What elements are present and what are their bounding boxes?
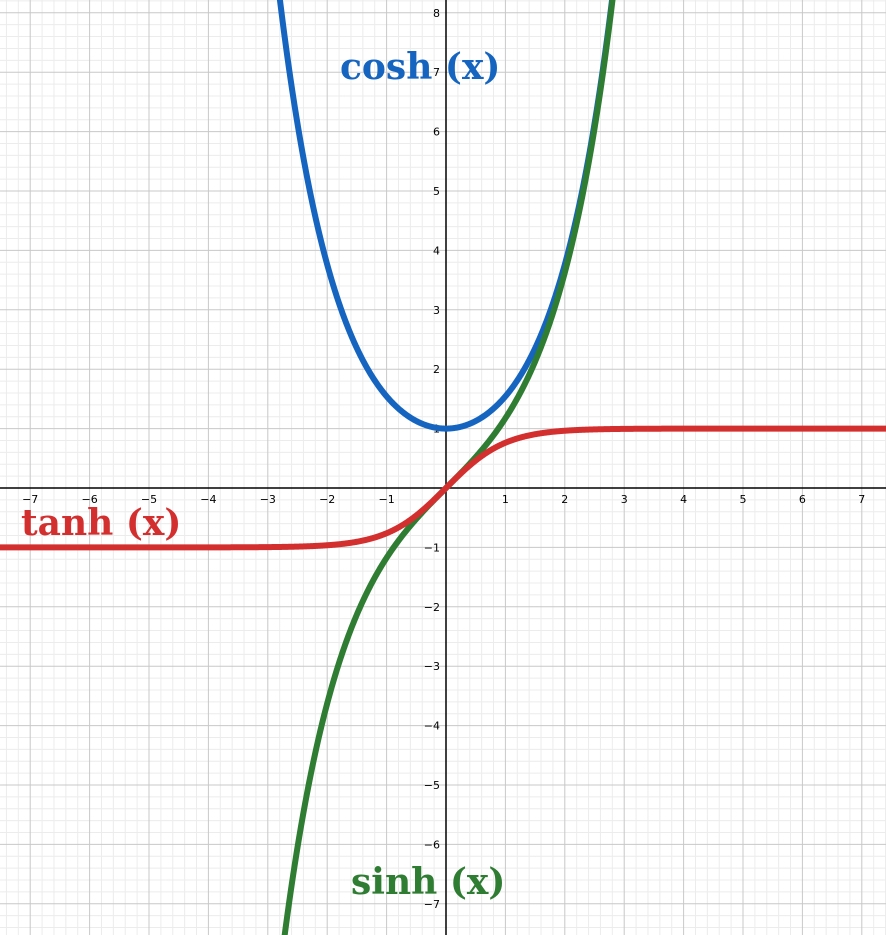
y-tick-label: −6 xyxy=(424,838,440,851)
y-tick-label: −1 xyxy=(424,541,440,554)
x-tick-label: −4 xyxy=(200,493,216,506)
x-tick-label: 2 xyxy=(561,493,568,506)
y-tick-label: 4 xyxy=(433,244,440,257)
y-tick-label: −4 xyxy=(424,720,440,733)
x-tick-label: −3 xyxy=(260,493,276,506)
sinh-curve xyxy=(281,0,616,935)
x-tick-label: 5 xyxy=(740,493,747,506)
y-tick-label: 3 xyxy=(433,304,440,317)
y-tick-label: 8 xyxy=(433,7,440,20)
curve-labels: cosh (x) sinh (x) tanh (x) xyxy=(21,46,505,903)
tanh-curve xyxy=(0,425,886,551)
y-tick-label: −7 xyxy=(424,898,440,911)
x-tick-label: −2 xyxy=(319,493,335,506)
y-tick-label: −3 xyxy=(424,660,440,673)
y-tick-label: 5 xyxy=(433,185,440,198)
y-tick-label: −5 xyxy=(424,779,440,792)
x-tick-label: −6 xyxy=(81,493,97,506)
y-tick-label: 2 xyxy=(433,363,440,376)
x-tick-label: 4 xyxy=(680,493,687,506)
x-tick-label: −1 xyxy=(378,493,394,506)
sinh-label: sinh (x) xyxy=(351,861,505,903)
y-tick-label: 6 xyxy=(433,126,440,139)
x-tick-label: 1 xyxy=(502,493,509,506)
y-tick-label: 7 xyxy=(433,66,440,79)
tanh-label: tanh (x) xyxy=(21,502,181,544)
x-tick-label: −7 xyxy=(22,493,38,506)
x-tick-label: 3 xyxy=(621,493,628,506)
x-tick-labels: −7 −6 −5 −4 −3 −2 −1 1 2 3 4 5 6 7 xyxy=(22,493,865,506)
x-tick-label: 7 xyxy=(858,493,865,506)
y-tick-label: −2 xyxy=(424,601,440,614)
cosh-label: cosh (x) xyxy=(340,46,500,88)
x-tick-label: −5 xyxy=(141,493,157,506)
x-tick-label: 6 xyxy=(799,493,806,506)
